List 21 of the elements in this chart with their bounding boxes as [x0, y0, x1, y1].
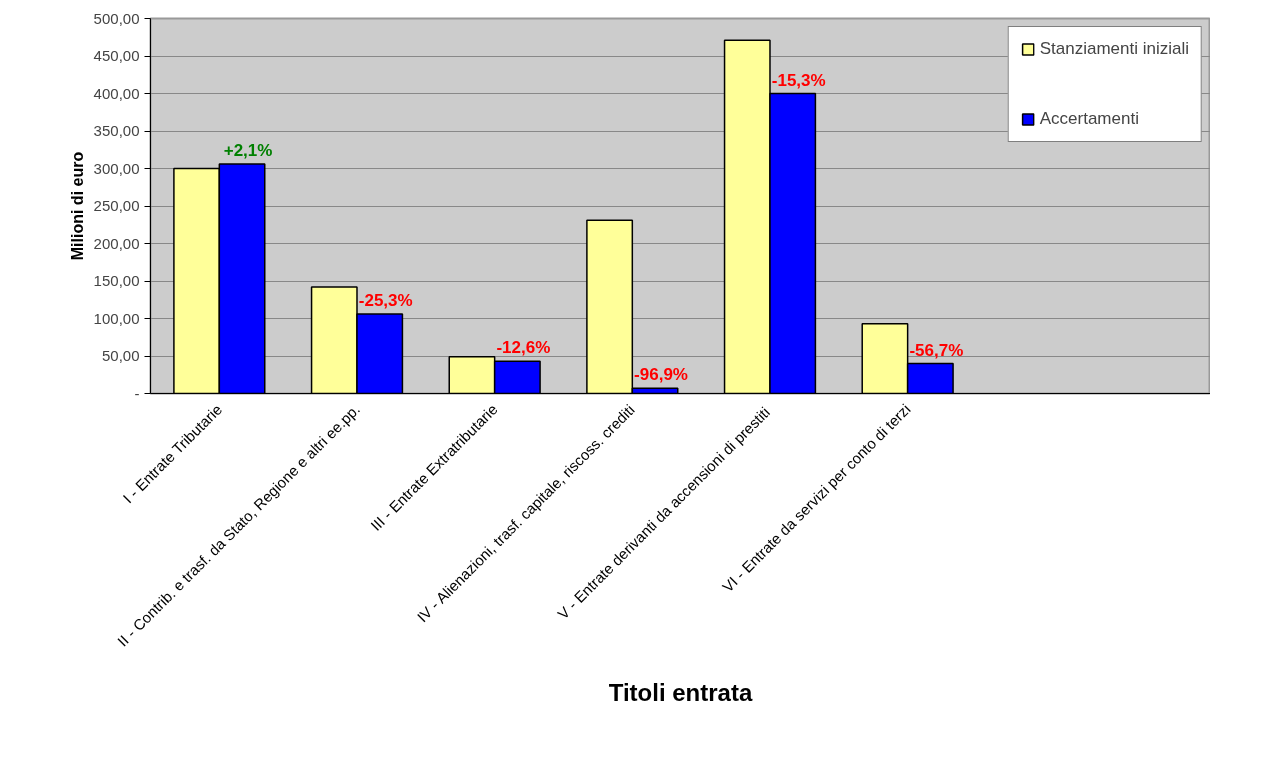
y-tick-label: 400,00: [93, 84, 140, 102]
annotation: -96,9%: [634, 365, 688, 385]
legend-label: Stanziamenti iniziali: [1039, 39, 1189, 59]
y-tick-label: 450,00: [93, 47, 140, 64]
y-axis-title: Milioni di euro: [68, 151, 86, 261]
y-tick-label: 150,00: [93, 272, 140, 289]
annotation: -56,7%: [909, 340, 964, 360]
annotation: +2,1%: [223, 141, 273, 160]
y-tick-label: 500,00: [93, 9, 140, 27]
x-axis-title: Titoli entrata: [608, 678, 753, 706]
annotation: -15,3%: [771, 70, 826, 90]
y-tick-label: 300,00: [93, 159, 140, 177]
y-tick-label: 50,00: [101, 347, 140, 364]
legend-label: Accertamenti: [1039, 109, 1139, 129]
y-tick-label: 100,00: [93, 309, 140, 327]
y-tick-label: -: [134, 384, 140, 402]
y-tick-label: 250,00: [93, 197, 140, 214]
annotation: -12,6%: [496, 338, 551, 358]
annotation: -25,3%: [358, 291, 413, 310]
y-tick-label: 200,00: [93, 234, 140, 252]
y-tick-label: 350,00: [93, 122, 140, 139]
